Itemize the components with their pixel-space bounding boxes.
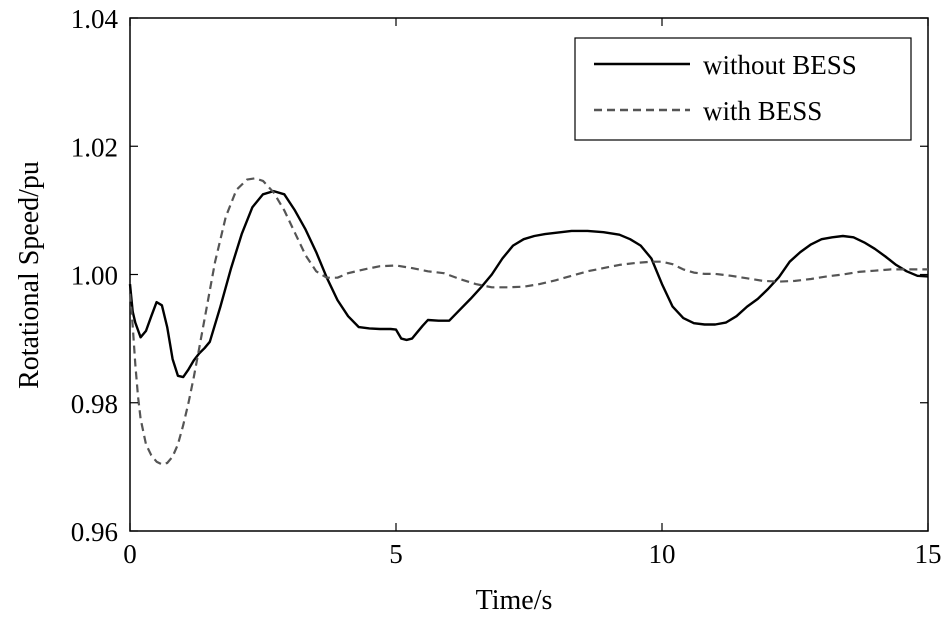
legend-label-with-bess: with BESS	[703, 96, 822, 126]
series-line-with-bess	[128, 177, 928, 466]
y-tick-label: 0.96	[71, 517, 118, 547]
legend-box	[574, 37, 912, 141]
y-tick-label: 1.04	[71, 4, 119, 34]
x-tick-label: 5	[389, 539, 403, 569]
y-tick-label: 1.02	[71, 132, 118, 162]
legend-label-without-bess: without BESS	[703, 50, 857, 80]
x-tick-label: 15	[915, 539, 942, 569]
y-tick-label: 1.00	[71, 261, 118, 291]
series-line-without-bess	[128, 189, 929, 379]
ticks-layer: 0 5 10 15 0.96 0.98 1.00 1.02 1.04	[71, 4, 942, 569]
series-layer	[128, 177, 929, 466]
x-axis-label: Time/s	[476, 585, 553, 616]
x-tick-label: 10	[649, 539, 676, 569]
legend: without BESS with BESS	[574, 37, 912, 141]
y-axis-label: Rotational Speed/pu	[14, 161, 45, 389]
x-tick-label: 0	[123, 539, 137, 569]
y-tick-label: 0.98	[71, 389, 118, 419]
